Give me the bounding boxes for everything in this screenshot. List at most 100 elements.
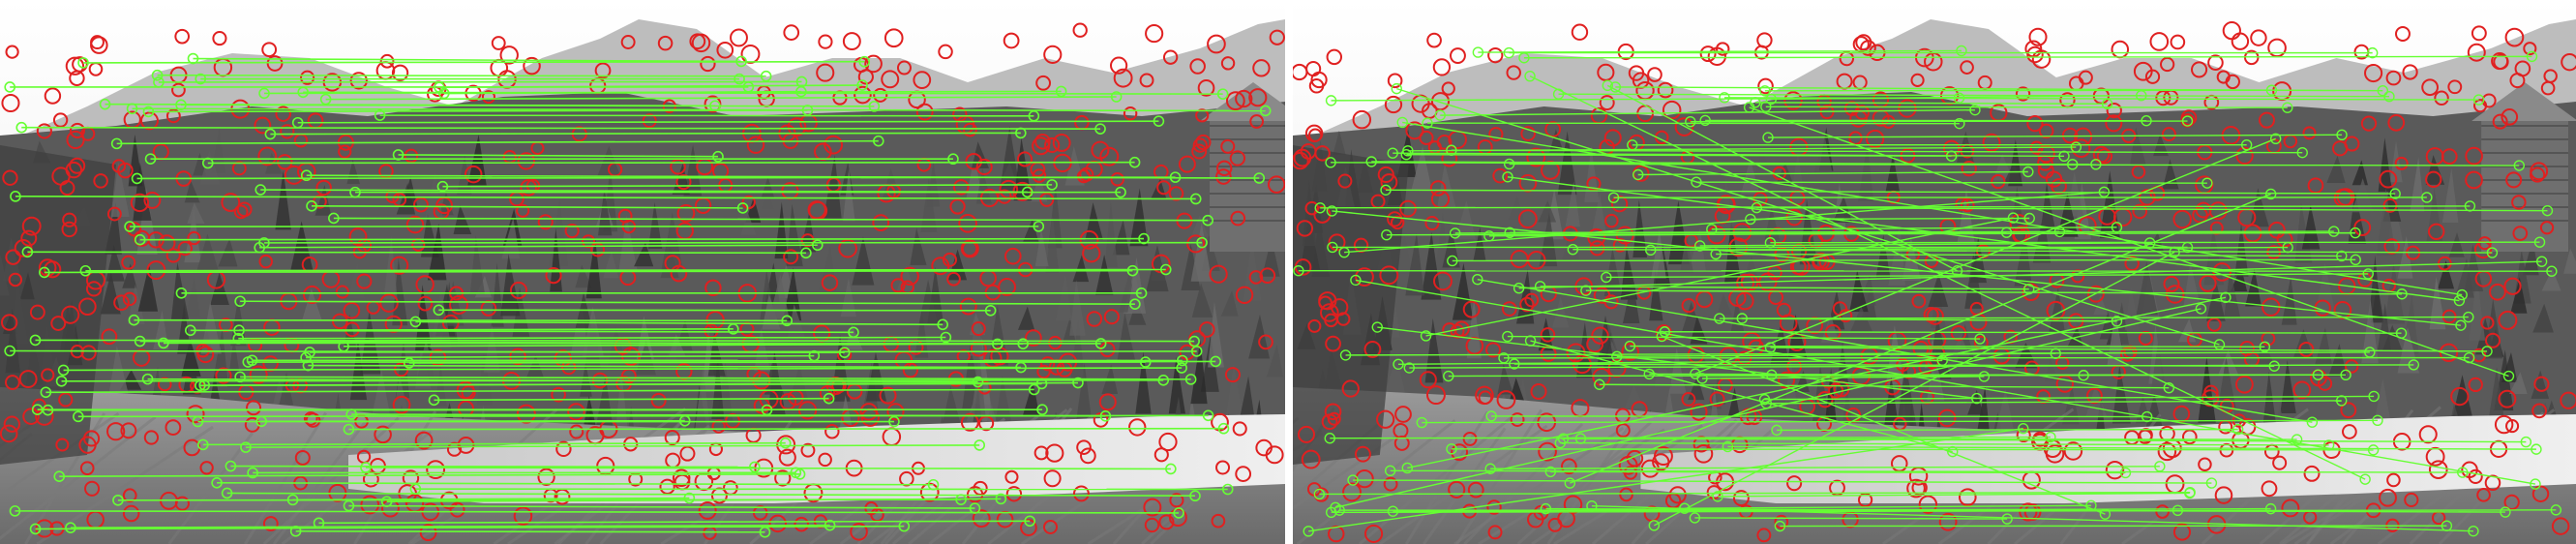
feature-point-marker: [1707, 46, 1726, 66]
feature-point-marker: [2533, 376, 2550, 392]
feature-point-marker: [1728, 288, 1747, 307]
feature-point-marker: [1352, 109, 1372, 130]
feature-point-marker: [1626, 449, 1644, 468]
feature-point-marker: [1383, 476, 1398, 492]
feature-point-marker: [2019, 502, 2038, 522]
match-endpoint-marker: [2340, 369, 2351, 381]
feature-point-marker: [2261, 480, 2278, 498]
tree-shape: [1622, 278, 1640, 324]
match-endpoint-marker: [1956, 45, 1967, 57]
feature-point-marker: [859, 403, 879, 421]
feature-point-marker: [1158, 432, 1178, 452]
match-endpoint-marker: [1694, 240, 1706, 252]
match-endpoint-marker: [1338, 246, 1350, 258]
feature-point-marker: [61, 305, 80, 324]
feature-point-marker: [2155, 504, 2170, 519]
feature-point-marker: [1566, 343, 1586, 363]
match-endpoint-marker: [1326, 205, 1338, 217]
feature-point-marker: [1441, 150, 1458, 167]
feature-point-marker: [881, 70, 900, 89]
match-line: [270, 132, 1021, 136]
match-line: [1563, 438, 2297, 440]
feature-point-marker: [2402, 64, 2418, 80]
feature-point-marker: [818, 452, 832, 468]
feature-point-marker: [1520, 126, 1536, 141]
match-endpoint-marker: [734, 73, 745, 85]
match-endpoint-marker: [57, 364, 70, 377]
feature-point-marker: [1198, 321, 1215, 338]
match-endpoint-marker: [2389, 188, 2401, 199]
feature-point-marker: [1091, 140, 1110, 160]
feature-point-marker: [1488, 127, 1504, 142]
match-endpoint-marker: [175, 287, 188, 299]
match-line: [1308, 428, 2023, 532]
feature-point-marker: [414, 431, 434, 450]
feature-point-marker: [2015, 86, 2031, 102]
feature-point-marker: [975, 158, 993, 176]
feature-point-marker: [1169, 493, 1184, 508]
tree-shape: [1190, 222, 1213, 282]
match-endpoint-marker: [2269, 133, 2282, 145]
match-endpoint-marker: [1447, 255, 1458, 267]
tree-shape: [647, 201, 663, 249]
match-endpoint-marker: [2050, 348, 2061, 359]
match-line: [415, 320, 944, 326]
tree-shape: [430, 289, 452, 349]
match-endpoint-marker: [255, 415, 267, 428]
match-endpoint-marker: [2202, 177, 2213, 189]
match-endpoint-marker: [1936, 354, 1948, 367]
feature-point-marker: [1139, 73, 1154, 88]
feature-point-marker: [41, 368, 55, 382]
match-endpoint-marker: [1176, 362, 1187, 374]
feature-point-marker: [165, 419, 182, 436]
feature-point-marker: [1003, 32, 1020, 49]
feature-point-marker: [1337, 173, 1353, 189]
feature-point-marker: [2235, 375, 2254, 394]
feature-point-marker: [1693, 444, 1714, 464]
feature-point-marker: [650, 392, 667, 408]
match-endpoint-marker: [1216, 88, 1229, 100]
left-match-lines: [4, 52, 1272, 538]
feature-point-marker: [2333, 301, 2352, 319]
feature-point-marker: [2298, 341, 2315, 357]
meadow-stripe: [1296, 419, 1456, 544]
match-endpoint-marker: [343, 499, 355, 512]
feature-point-marker: [122, 291, 137, 307]
tree-shape: [416, 339, 434, 378]
tree-shape: [1262, 237, 1280, 277]
feature-point-marker: [249, 365, 268, 384]
feature-point-marker: [80, 345, 97, 361]
feature-point-marker: [691, 33, 711, 53]
match-endpoint-marker: [1483, 230, 1495, 242]
match-line: [1694, 137, 2276, 375]
match-endpoint-marker: [142, 106, 155, 118]
tree-shape: [122, 263, 137, 288]
feature-point-marker: [165, 248, 181, 263]
feature-point-marker: [275, 106, 291, 122]
match-line: [147, 378, 978, 383]
match-line: [308, 364, 1022, 369]
tree-shape: [1190, 215, 1209, 237]
tree-shape: [185, 278, 200, 317]
feature-point-marker: [2037, 162, 2054, 179]
feature-point-marker: [2434, 90, 2449, 106]
match-endpoint-marker: [1611, 350, 1623, 362]
match-endpoint-marker: [1504, 227, 1515, 239]
match-endpoint-marker: [2463, 311, 2474, 323]
match-line: [1765, 106, 2288, 108]
match-line: [348, 504, 975, 509]
match-endpoint-marker: [225, 460, 237, 472]
match-line: [83, 60, 865, 64]
feature-point-marker: [2028, 27, 2048, 46]
match-endpoint-marker: [795, 76, 808, 88]
match-line: [434, 397, 829, 402]
feature-point-marker: [1855, 34, 1872, 51]
feature-point-marker: [977, 380, 992, 395]
feature-point-marker: [1307, 128, 1323, 142]
match-endpoint-marker: [2296, 146, 2308, 159]
feature-point-marker: [1296, 220, 1314, 237]
feature-point-marker: [794, 516, 809, 532]
feature-point-marker: [215, 367, 232, 384]
tree-shape: [302, 288, 322, 320]
match-line: [245, 444, 980, 448]
